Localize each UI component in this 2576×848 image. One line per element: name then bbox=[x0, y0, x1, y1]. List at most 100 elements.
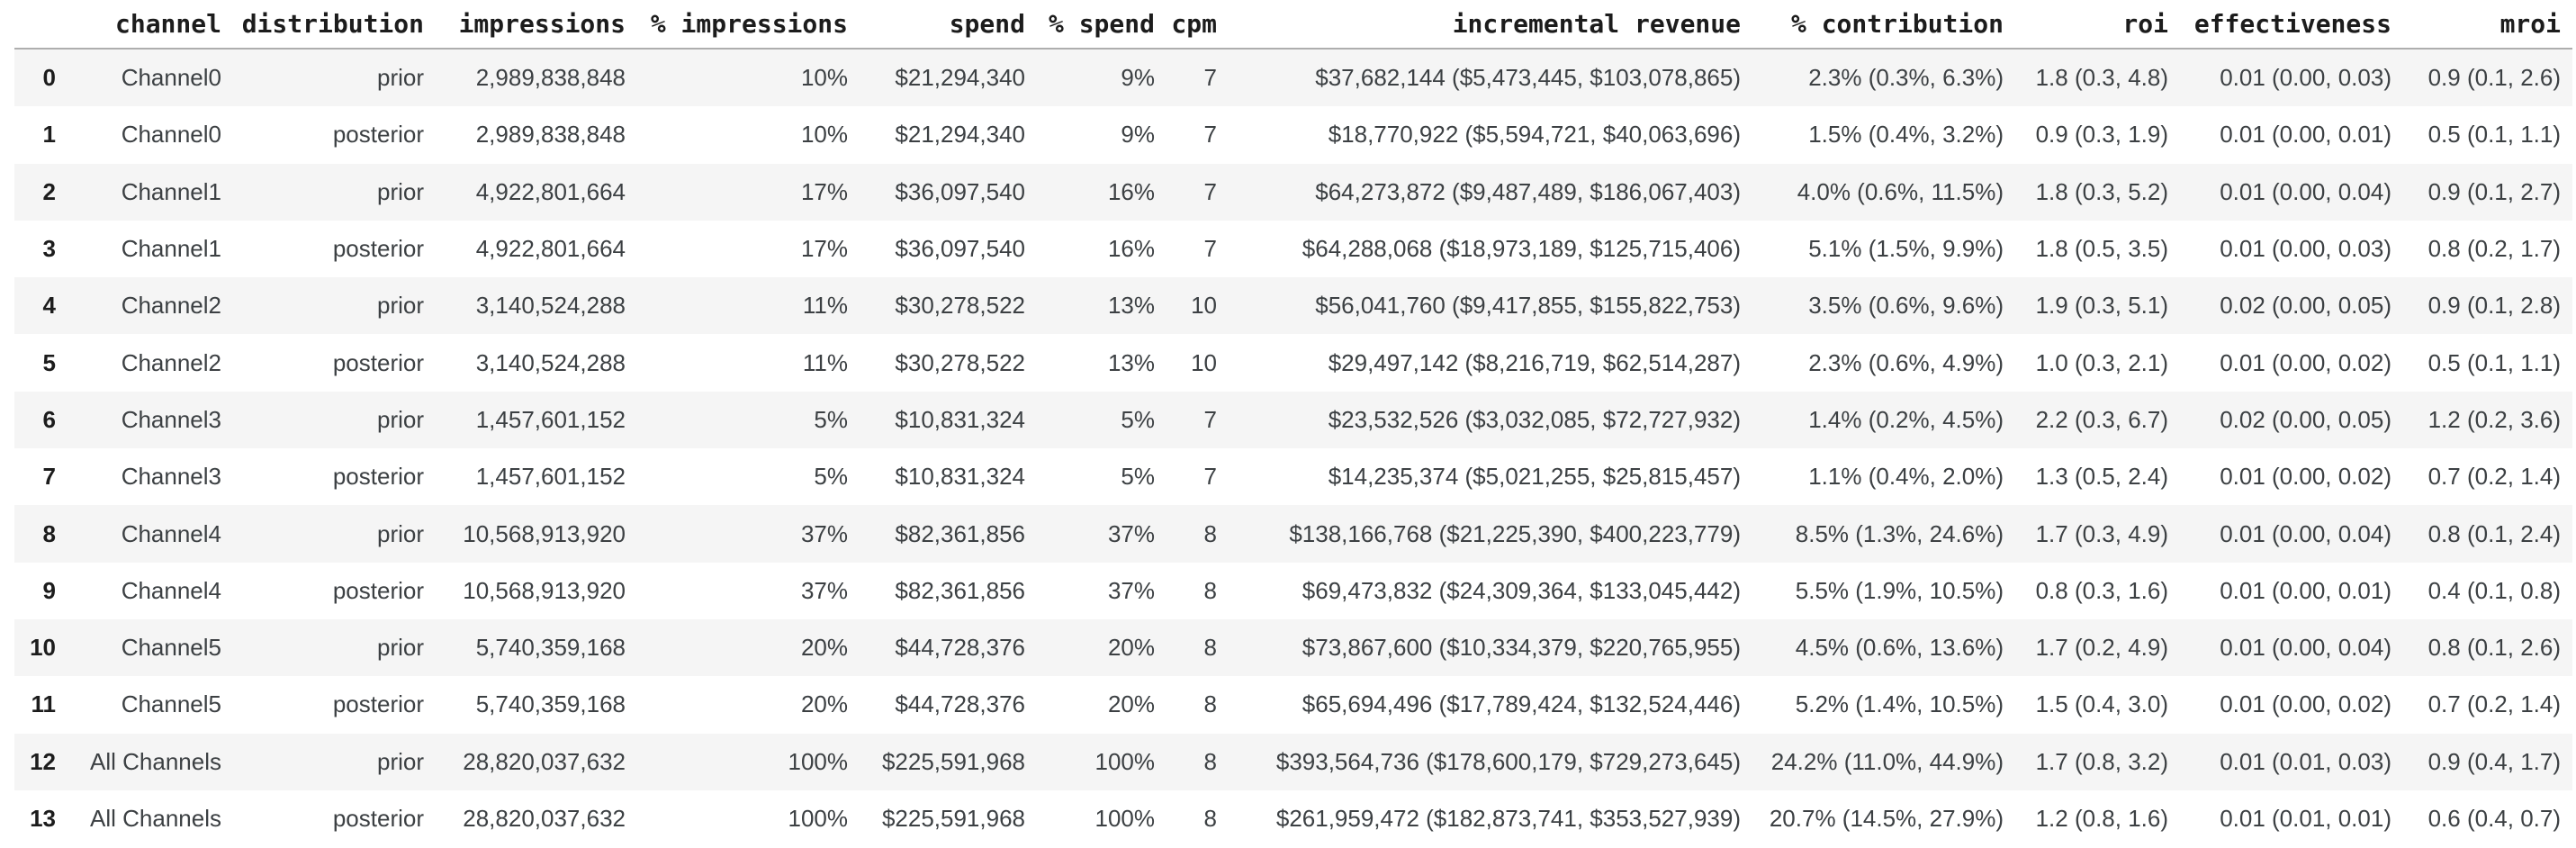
cell-effectiveness: 0.01 (0.00, 0.02) bbox=[2220, 690, 2391, 718]
cell-channel: All Channels bbox=[90, 747, 221, 775]
cell-cpm: 8 bbox=[1203, 747, 1217, 775]
cell-mroi: 0.5 (0.1, 1.1) bbox=[2427, 121, 2561, 149]
column-header-pct-spend: % spend bbox=[1025, 0, 1155, 50]
cell-roi: 1.8 (0.3, 4.8) bbox=[2035, 64, 2168, 92]
cell-cpm: 7 bbox=[1203, 177, 1217, 205]
cell-pct-spend: 13% bbox=[1107, 348, 1155, 376]
cell-cpm: 8 bbox=[1203, 576, 1217, 604]
cell-mroi: 0.8 (0.1, 2.4) bbox=[2427, 519, 2561, 547]
cell-index: 13 bbox=[30, 805, 56, 832]
column-header-roi: roi bbox=[2004, 0, 2168, 50]
cell-incremental-revenue: $29,497,142 ($8,216,719, $62,514,287) bbox=[1328, 348, 1741, 376]
cell-effectiveness: 0.01 (0.01, 0.01) bbox=[2220, 805, 2391, 832]
cell-pct-contribution: 2.3% (0.3%, 6.3%) bbox=[1808, 64, 2004, 92]
cell-pct-contribution: 5.1% (1.5%, 9.9%) bbox=[1808, 235, 2004, 263]
cell-pct-impressions: 20% bbox=[800, 690, 848, 718]
cell-effectiveness: 0.01 (0.00, 0.03) bbox=[2220, 235, 2391, 263]
cell-effectiveness: 0.01 (0.00, 0.02) bbox=[2220, 463, 2391, 491]
cell-channel: Channel0 bbox=[121, 64, 221, 92]
cell-cpm: 7 bbox=[1203, 64, 1217, 92]
cell-effectiveness: 0.01 (0.00, 0.01) bbox=[2220, 576, 2391, 604]
cell-channel: Channel1 bbox=[121, 235, 221, 263]
cell-impressions: 5,740,359,168 bbox=[475, 690, 626, 718]
cell-pct-spend: 5% bbox=[1121, 405, 1155, 433]
cell-impressions: 1,457,601,152 bbox=[475, 463, 626, 491]
cell-roi: 1.8 (0.3, 5.2) bbox=[2035, 177, 2168, 205]
cell-cpm: 8 bbox=[1203, 805, 1217, 832]
cell-mroi: 0.9 (0.1, 2.6) bbox=[2427, 64, 2561, 92]
cell-pct-spend: 20% bbox=[1107, 634, 1155, 662]
table-row: 12 All Channels prior 28,820,037,632 100% $22… bbox=[14, 733, 2572, 790]
cell-pct-contribution: 24.2% (11.0%, 44.9%) bbox=[1770, 747, 2004, 775]
cell-pct-spend: 9% bbox=[1121, 64, 1155, 92]
cell-pct-contribution: 8.5% (1.3%, 24.6%) bbox=[1795, 519, 2004, 547]
cell-channel: Channel3 bbox=[121, 405, 221, 433]
table-row: 11 Channel5 posterior 5,740,359,168 20% $44,7… bbox=[14, 676, 2572, 734]
cell-roi: 1.2 (0.8, 1.6) bbox=[2035, 805, 2168, 832]
cell-incremental-revenue: $69,473,832 ($24,309,364, $133,045,442) bbox=[1302, 576, 1741, 604]
cell-index: 11 bbox=[31, 690, 57, 718]
cell-impressions: 5,740,359,168 bbox=[475, 634, 626, 662]
cell-incremental-revenue: $393,564,736 ($178,600,179, $729,273,645… bbox=[1275, 747, 1741, 775]
cell-mroi: 0.8 (0.1, 2.6) bbox=[2427, 634, 2561, 662]
table-row: 4 Channel2 prior 3,140,524,288 11% $30,278,52… bbox=[14, 277, 2572, 335]
cell-roi: 1.9 (0.3, 5.1) bbox=[2035, 292, 2168, 320]
cell-pct-impressions: 37% bbox=[800, 519, 848, 547]
cell-impressions: 4,922,801,664 bbox=[475, 235, 626, 263]
cell-distribution: prior bbox=[376, 292, 424, 320]
cell-mroi: 0.7 (0.2, 1.4) bbox=[2427, 463, 2561, 491]
cell-incremental-revenue: $14,235,374 ($5,021,255, $25,815,457) bbox=[1328, 463, 1741, 491]
cell-index: 5 bbox=[42, 348, 56, 376]
cell-channel: Channel1 bbox=[121, 177, 221, 205]
cell-pct-impressions: 5% bbox=[814, 405, 848, 433]
cell-pct-contribution: 1.4% (0.2%, 4.5%) bbox=[1808, 405, 2004, 433]
cell-pct-impressions: 10% bbox=[800, 121, 848, 149]
cell-impressions: 28,820,037,632 bbox=[463, 747, 626, 775]
cell-spend: $44,728,376 bbox=[895, 634, 1025, 662]
cell-channel: Channel5 bbox=[121, 690, 221, 718]
cell-pct-impressions: 20% bbox=[800, 634, 848, 662]
cell-pct-spend: 13% bbox=[1107, 292, 1155, 320]
cell-mroi: 0.5 (0.1, 1.1) bbox=[2427, 348, 2561, 376]
column-header-pct-impressions: % impressions bbox=[626, 0, 848, 50]
cell-mroi: 1.2 (0.2, 3.6) bbox=[2427, 405, 2561, 433]
cell-pct-spend: 37% bbox=[1107, 519, 1155, 547]
cell-impressions: 3,140,524,288 bbox=[475, 292, 626, 320]
cell-impressions: 2,989,838,848 bbox=[475, 121, 626, 149]
cell-mroi: 0.6 (0.4, 0.7) bbox=[2427, 805, 2561, 832]
cell-mroi: 0.8 (0.2, 1.7) bbox=[2427, 235, 2561, 263]
cell-index: 9 bbox=[42, 576, 56, 604]
cell-pct-spend: 5% bbox=[1121, 463, 1155, 491]
table-header: channel distribution impressions % impre… bbox=[14, 0, 2572, 50]
cell-pct-contribution: 2.3% (0.6%, 4.9%) bbox=[1808, 348, 2004, 376]
cell-channel: Channel4 bbox=[121, 576, 221, 604]
cell-channel: Channel0 bbox=[121, 121, 221, 149]
cell-spend: $82,361,856 bbox=[895, 519, 1025, 547]
table-row: 0 Channel0 prior 2,989,838,848 10% $21,294,34… bbox=[14, 49, 2572, 107]
cell-distribution: prior bbox=[376, 177, 424, 205]
cell-effectiveness: 0.02 (0.00, 0.05) bbox=[2220, 292, 2391, 320]
cell-index: 10 bbox=[30, 634, 56, 662]
cell-spend: $30,278,522 bbox=[895, 292, 1025, 320]
table-row: 13 All Channels posterior 28,820,037,632 100… bbox=[14, 789, 2572, 848]
cell-effectiveness: 0.01 (0.00, 0.02) bbox=[2220, 348, 2391, 376]
cell-pct-spend: 16% bbox=[1107, 235, 1155, 263]
cell-incremental-revenue: $73,867,600 ($10,334,379, $220,765,955) bbox=[1302, 634, 1741, 662]
cell-index: 3 bbox=[42, 235, 56, 263]
column-header-cpm: cpm bbox=[1155, 0, 1217, 50]
table-row: 3 Channel1 posterior 4,922,801,664 17% $36,09… bbox=[14, 220, 2572, 278]
table-row: 8 Channel4 prior 10,568,913,920 37% $82,361,8… bbox=[14, 505, 2572, 563]
cell-spend: $44,728,376 bbox=[895, 690, 1025, 718]
cell-incremental-revenue: $64,273,872 ($9,487,489, $186,067,403) bbox=[1315, 177, 1741, 205]
cell-effectiveness: 0.01 (0.00, 0.04) bbox=[2220, 634, 2391, 662]
column-header-impressions: impressions bbox=[424, 0, 626, 50]
cell-incremental-revenue: $23,532,526 ($3,032,085, $72,727,932) bbox=[1328, 405, 1741, 433]
cell-effectiveness: 0.01 (0.00, 0.01) bbox=[2220, 121, 2391, 149]
cell-index: 2 bbox=[42, 177, 56, 205]
table-row: 10 Channel5 prior 5,740,359,168 20% $44,728,3… bbox=[14, 618, 2572, 677]
cell-distribution: prior bbox=[376, 634, 424, 662]
column-header-effectiveness: effectiveness bbox=[2168, 0, 2391, 50]
cell-distribution: posterior bbox=[332, 121, 424, 149]
cell-distribution: prior bbox=[376, 519, 424, 547]
